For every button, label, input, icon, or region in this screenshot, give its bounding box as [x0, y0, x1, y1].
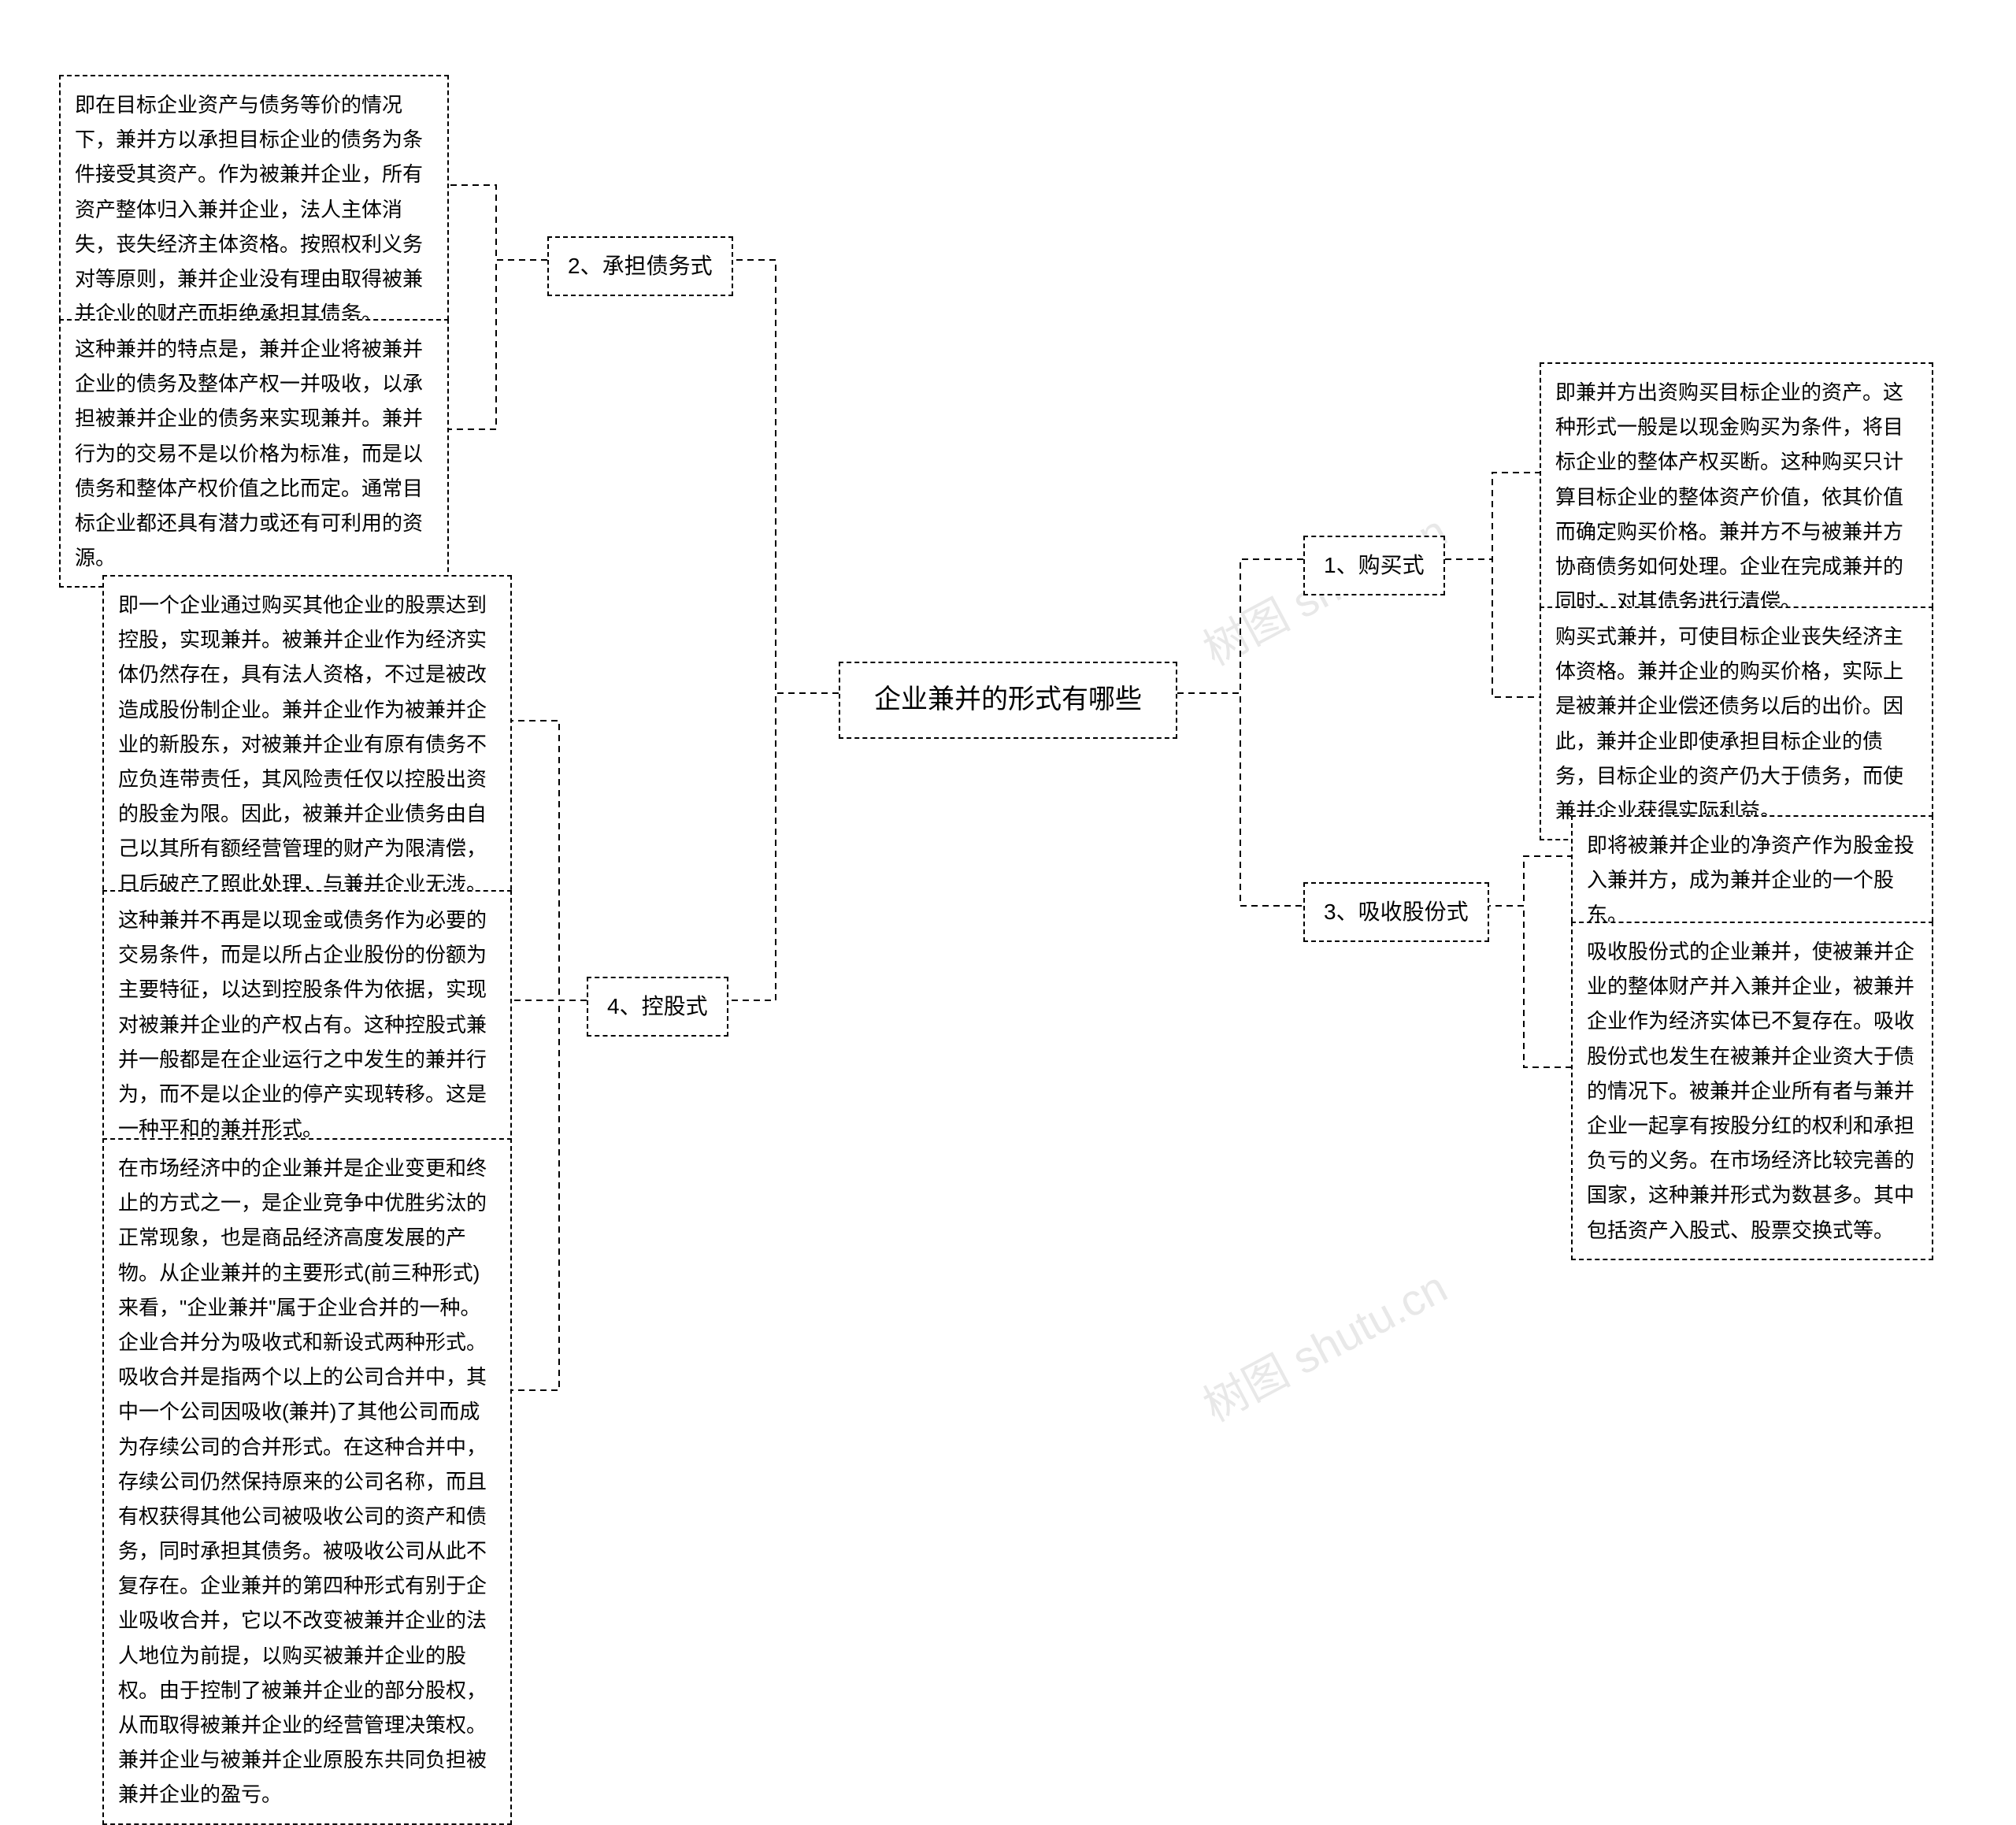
leaf-4a: 即一个企业通过购买其他企业的股票达到控股，实现兼并。被兼并企业作为经济实体仍然存…: [102, 575, 512, 914]
leaf-4b: 这种兼并不再是以现金或债务作为必要的交易条件，而是以所占企业股份的份额为主要特征…: [102, 890, 512, 1159]
leaf-4c: 在市场经济中的企业兼并是企业变更和终止的方式之一，是企业竞争中优胜劣汰的正常现象…: [102, 1138, 512, 1825]
branch-4: 4、控股式: [587, 977, 728, 1037]
branch-2: 2、承担债务式: [547, 236, 733, 296]
watermark: 树图 shutu.cn: [1191, 1252, 1457, 1434]
leaf-3b: 吸收股份式的企业兼并，使被兼并企业的整体财产并入兼并企业，被兼并企业作为经济实体…: [1571, 922, 1933, 1260]
branch-3: 3、吸收股份式: [1303, 882, 1489, 942]
center-node: 企业兼并的形式有哪些: [839, 662, 1177, 739]
branch-1: 1、购买式: [1303, 536, 1445, 595]
leaf-1a: 即兼并方出资购买目标企业的资产。这种形式一般是以现金购买为条件，将目标企业的整体…: [1540, 362, 1933, 631]
leaf-2a: 即在目标企业资产与债务等价的情况下，兼并方以承担目标企业的债务为条件接受其资产。…: [59, 75, 449, 343]
leaf-2b: 这种兼并的特点是，兼并企业将被兼并企业的债务及整体产权一并吸收，以承担被兼并企业…: [59, 319, 449, 588]
leaf-1b: 购买式兼并，可使目标企业丧失经济主体资格。兼并企业的购买价格，实际上是被兼并企业…: [1540, 606, 1933, 840]
